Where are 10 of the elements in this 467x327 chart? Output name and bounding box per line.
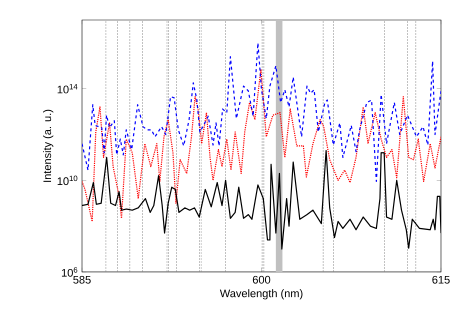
x-tick-label: 585 bbox=[73, 276, 91, 284]
x-tick-label: 600 bbox=[252, 276, 270, 284]
y-axis-title: Intensity (a. u.) bbox=[43, 110, 54, 182]
y-tick-label: 10$^{10}$ bbox=[58, 176, 78, 186]
line-series bbox=[82, 68, 441, 222]
line-series bbox=[82, 42, 441, 182]
y-tick-label: 10$^{14}$ bbox=[58, 84, 78, 94]
x-tick-label: 615 bbox=[432, 276, 450, 284]
x-axis-title: Wavelength (nm) bbox=[220, 289, 302, 300]
y-tick-label: 10$^{6}$ bbox=[62, 267, 78, 277]
